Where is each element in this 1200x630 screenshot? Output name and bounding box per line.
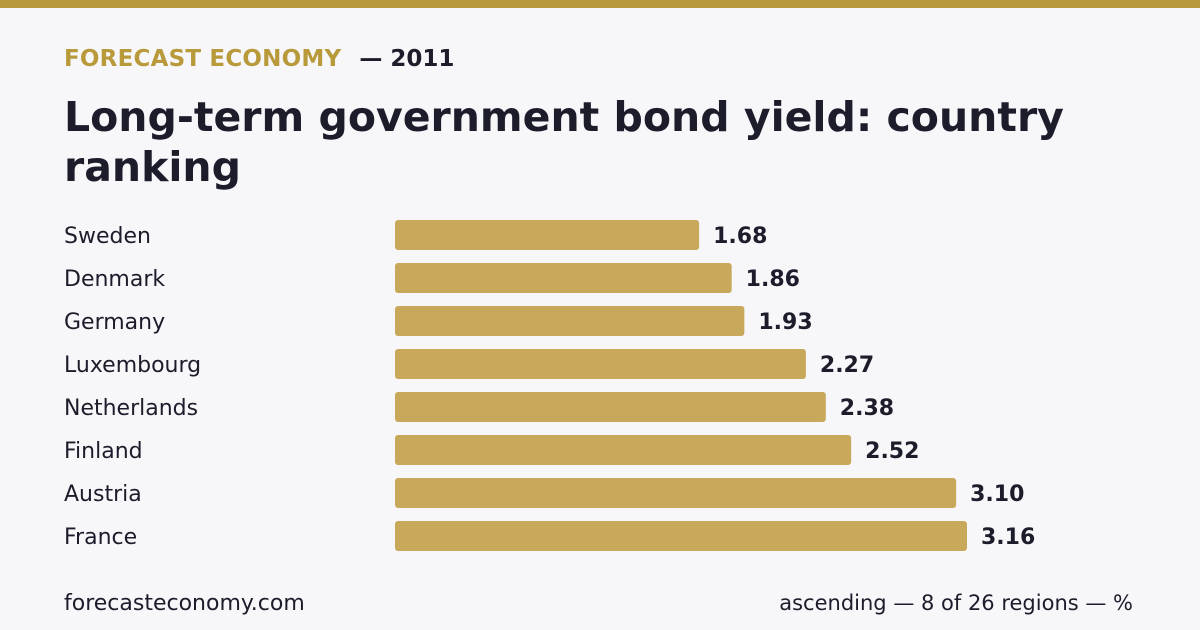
kicker: FORECAST ECONOMY — 2011: [64, 46, 454, 72]
category-label: Denmark: [64, 267, 165, 292]
category-label: Germany: [64, 310, 165, 335]
bar-chart: Sweden 1.68 Denmark 1.86 Germany 1.93 Luxembou…: [64, 220, 1035, 551]
value-label: 1.93: [758, 310, 812, 335]
chart-note: ascending — 8 of 26 regions — %: [779, 591, 1133, 615]
bar: [395, 306, 745, 336]
bar: [395, 220, 700, 250]
bar: [395, 521, 967, 551]
category-label: Luxembourg: [64, 353, 201, 378]
value-label: 1.68: [713, 224, 767, 249]
value-label: 1.86: [746, 267, 800, 292]
value-label: 2.52: [865, 439, 919, 464]
category-label: Austria: [64, 482, 142, 507]
category-label: Netherlands: [64, 396, 198, 421]
bar: [395, 263, 732, 293]
category-label: France: [64, 525, 137, 550]
value-label: 2.27: [820, 353, 874, 378]
value-label: 3.10: [970, 482, 1024, 507]
category-label: Sweden: [64, 224, 151, 249]
brand-name: FORECAST ECONOMY: [64, 46, 342, 72]
bar: [395, 349, 806, 379]
category-label: Finland: [64, 439, 143, 464]
top-accent-stripe: [0, 0, 1200, 8]
year-label: — 2011: [359, 46, 455, 72]
bar: [395, 478, 957, 508]
value-label: 2.38: [840, 396, 894, 421]
bar: [395, 435, 852, 465]
value-label: 3.16: [981, 525, 1035, 550]
bar: [395, 392, 826, 422]
source-label[interactable]: forecasteconomy.com: [64, 591, 305, 616]
page-title: Long-term government bond yield: country…: [64, 93, 1064, 191]
